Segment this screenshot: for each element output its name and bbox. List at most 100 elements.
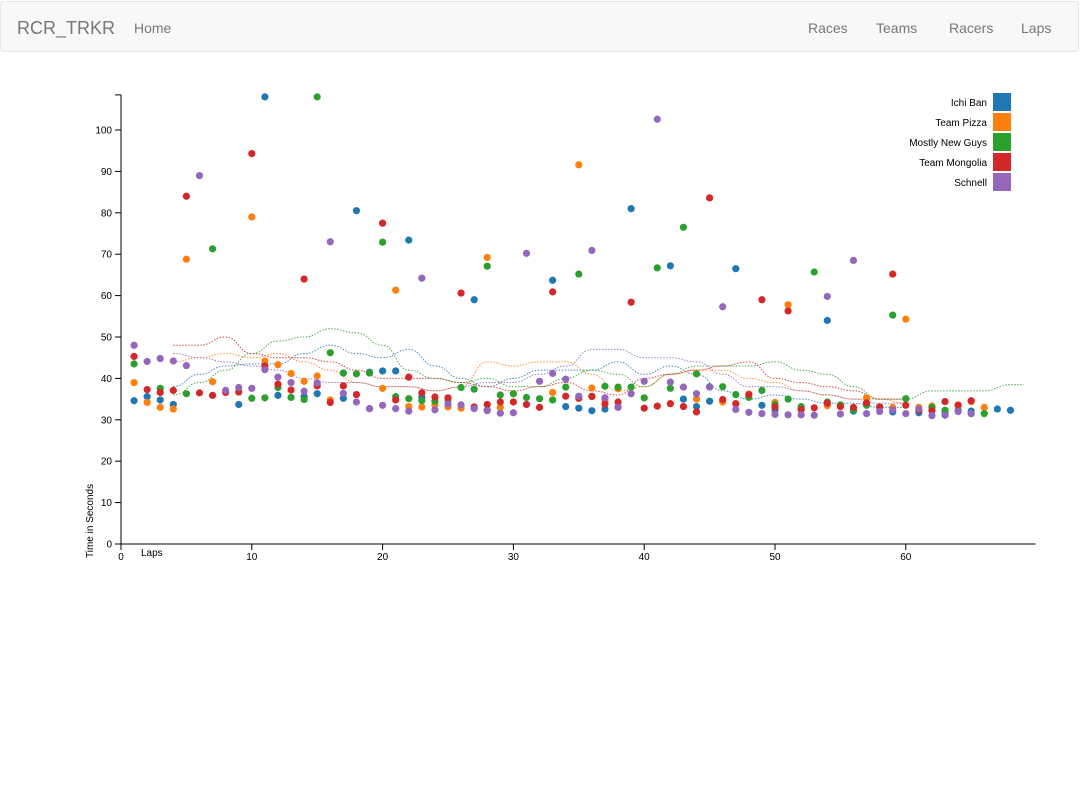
data-point-schnell	[509, 409, 517, 417]
data-point-ichi-ban	[352, 207, 361, 215]
y-tick-label: 80	[101, 208, 113, 219]
brand-link[interactable]: RCR_TRKR	[17, 18, 116, 38]
trend-line-mostly-new-guys	[173, 328, 1024, 400]
x-tick-label: 20	[377, 552, 389, 563]
data-point-schnell	[679, 383, 688, 391]
data-point-schnell	[261, 366, 269, 374]
nav-laps-link[interactable]: Laps	[1021, 20, 1052, 36]
data-point-mostly-new-guys	[941, 406, 949, 414]
data-point-schnell	[614, 403, 622, 411]
data-point-ichi-ban	[156, 396, 164, 404]
nav-teams-link[interactable]: Teams	[876, 20, 918, 36]
data-point-team-mongolia	[627, 298, 635, 306]
data-point-ichi-ban	[823, 316, 831, 325]
data-point-mostly-new-guys	[182, 390, 190, 398]
data-point-team-mongolia	[496, 398, 504, 406]
data-point-mostly-new-guys	[208, 245, 217, 253]
data-point-team-mongolia	[143, 385, 151, 394]
data-point-schnell	[483, 407, 491, 415]
data-point-schnell	[300, 387, 308, 395]
data-point-team-mongolia	[300, 275, 308, 283]
x-tick-label: 50	[769, 552, 781, 563]
top-navbar: RCR_TRKR Home Races Teams Racers Laps	[0, 1, 1079, 52]
data-point-schnell	[470, 405, 478, 413]
data-point-ichi-ban	[758, 401, 766, 409]
data-point-ichi-ban	[692, 402, 701, 411]
legend-label: Ichi Ban	[951, 98, 987, 109]
data-point-team-pizza	[274, 361, 282, 369]
data-point-mostly-new-guys	[719, 383, 727, 391]
data-point-schnell	[143, 357, 151, 366]
x-tick-label: 10	[246, 552, 258, 563]
data-point-mostly-new-guys	[470, 385, 478, 393]
data-point-mostly-new-guys	[640, 394, 648, 402]
nav-racers-link[interactable]: Racers	[949, 20, 994, 36]
data-point-mostly-new-guys	[758, 386, 766, 395]
x-tick-label: 40	[639, 552, 651, 563]
data-point-team-pizza	[496, 403, 504, 411]
y-tick-label: 90	[101, 167, 113, 178]
data-point-team-mongolia	[208, 391, 217, 399]
data-point-schnell	[653, 115, 661, 123]
data-point-mostly-new-guys	[287, 393, 295, 402]
data-point-team-mongolia	[823, 399, 831, 407]
data-point-schnell	[836, 410, 845, 418]
data-point-schnell	[444, 400, 452, 408]
y-tick-label: 60	[101, 291, 113, 302]
data-point-schnell	[601, 394, 609, 402]
data-point-team-mongolia	[130, 352, 138, 361]
data-point-team-mongolia	[614, 398, 622, 406]
data-point-mostly-new-guys	[980, 409, 988, 418]
data-point-ichi-ban	[143, 393, 151, 401]
data-point-team-mongolia	[967, 397, 975, 405]
data-point-schnell	[666, 378, 674, 386]
data-point-mostly-new-guys	[379, 238, 387, 246]
data-point-team-pizza	[143, 398, 151, 407]
data-point-schnell	[522, 249, 531, 257]
data-point-schnell	[941, 411, 949, 419]
data-point-mostly-new-guys	[810, 268, 818, 276]
data-point-team-mongolia	[862, 399, 871, 407]
data-point-mostly-new-guys	[601, 382, 609, 390]
data-point-team-pizza	[549, 388, 557, 397]
data-point-mostly-new-guys	[535, 395, 544, 403]
data-point-ichi-ban	[339, 394, 347, 402]
data-point-schnell	[797, 411, 805, 419]
data-point-mostly-new-guys	[300, 395, 308, 404]
data-point-schnell	[326, 238, 334, 246]
data-point-ichi-ban	[601, 405, 609, 413]
data-point-mostly-new-guys	[666, 384, 674, 392]
data-point-ichi-ban	[549, 276, 557, 284]
data-point-mostly-new-guys	[496, 391, 504, 399]
data-point-team-mongolia	[640, 404, 648, 412]
data-point-team-mongolia	[588, 393, 596, 401]
data-point-mostly-new-guys	[562, 383, 570, 391]
data-point-team-pizza	[287, 369, 295, 378]
legend-swatch	[993, 93, 1011, 111]
data-point-schnell	[496, 409, 504, 417]
data-point-team-mongolia	[679, 402, 688, 411]
data-point-team-pizza	[208, 378, 217, 386]
data-point-team-pizza	[575, 161, 583, 169]
data-point-schnell	[706, 383, 714, 391]
x-tick-label: 60	[900, 552, 912, 563]
data-point-ichi-ban	[993, 405, 1001, 413]
y-tick-label: 0	[106, 540, 112, 551]
data-point-team-pizza	[588, 384, 596, 392]
data-point-mostly-new-guys	[418, 397, 426, 405]
data-point-schnell	[130, 341, 138, 349]
data-point-schnell	[575, 392, 583, 400]
data-point-ichi-ban	[261, 93, 269, 101]
data-point-team-mongolia	[195, 389, 204, 397]
nav-home-link[interactable]: Home	[134, 20, 172, 36]
data-point-team-pizza	[182, 255, 190, 263]
data-point-schnell	[640, 377, 648, 385]
legend-label: Team Mongolia	[919, 158, 987, 169]
data-point-team-mongolia	[156, 388, 164, 397]
data-point-team-pizza	[130, 378, 138, 387]
nav-races-link[interactable]: Races	[808, 20, 848, 36]
y-tick-label: 100	[95, 126, 112, 137]
data-point-mostly-new-guys	[902, 395, 910, 403]
data-point-mostly-new-guys	[130, 360, 138, 368]
data-point-team-pizza	[313, 372, 321, 380]
